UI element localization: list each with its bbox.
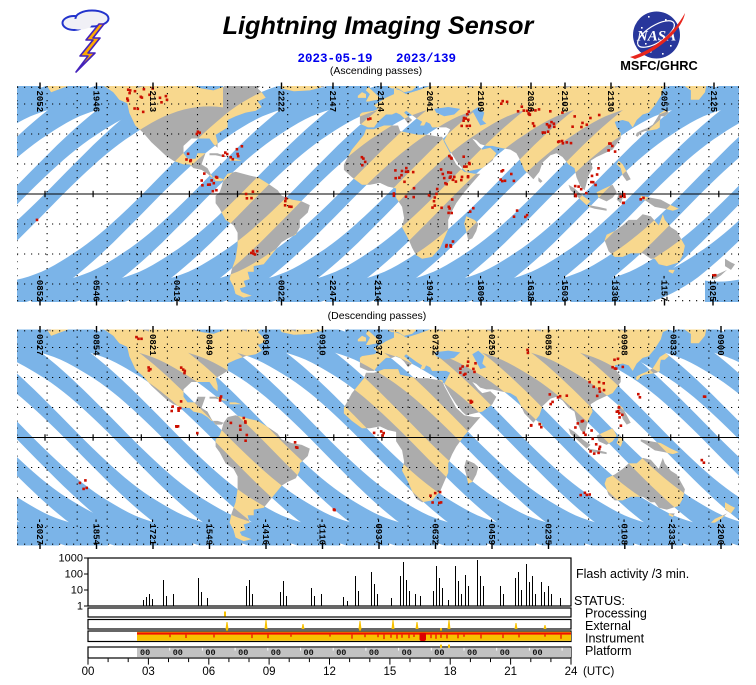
svg-text:12: 12 <box>323 666 336 678</box>
svg-text:2023/139: 2023/139 <box>396 52 456 66</box>
svg-text:00: 00 <box>500 648 510 658</box>
svg-text:0833: 0833 <box>668 334 678 356</box>
svg-text:0937: 0937 <box>373 334 383 356</box>
svg-text:-0413: -0413 <box>171 275 181 302</box>
svg-text:2057: 2057 <box>658 91 668 113</box>
svg-text:-1416: -1416 <box>260 518 270 545</box>
svg-text:-2027: -2027 <box>34 518 44 545</box>
svg-text:2052: 2052 <box>34 91 44 113</box>
svg-text:2036: 2036 <box>525 91 535 113</box>
svg-text:00: 00 <box>336 648 346 658</box>
svg-text:2109: 2109 <box>475 91 485 113</box>
svg-text:09: 09 <box>263 666 276 678</box>
svg-text:00: 00 <box>369 648 379 658</box>
svg-text:1946: 1946 <box>90 91 100 113</box>
svg-text:-1503: -1503 <box>559 275 569 302</box>
svg-text:-0546: -0546 <box>90 275 100 302</box>
svg-text:-1721: -1721 <box>147 518 157 546</box>
svg-text:00: 00 <box>271 648 281 658</box>
svg-text:00: 00 <box>173 648 183 658</box>
svg-text:24: 24 <box>565 666 578 678</box>
svg-text:-1157: -1157 <box>658 275 668 302</box>
svg-text:-1941: -1941 <box>424 275 434 303</box>
svg-text:-2114: -2114 <box>372 275 382 303</box>
svg-text:Lightning Imaging Sensor: Lightning Imaging Sensor <box>223 12 535 40</box>
svg-text:00: 00 <box>82 666 95 678</box>
svg-text:00: 00 <box>238 648 248 658</box>
svg-text:00: 00 <box>434 648 444 658</box>
svg-text:-0937: -0937 <box>373 518 383 545</box>
svg-text:(Ascending passes): (Ascending passes) <box>330 65 422 77</box>
svg-text:-2200: -2200 <box>715 518 725 545</box>
svg-text:2130: 2130 <box>605 91 615 113</box>
svg-text:0732: 0732 <box>429 334 439 356</box>
svg-text:External: External <box>585 619 631 633</box>
svg-text:STATUS:: STATUS: <box>574 594 625 608</box>
svg-text:00: 00 <box>467 648 477 658</box>
svg-text:2113: 2113 <box>147 91 157 113</box>
svg-text:(UTC): (UTC) <box>583 666 614 678</box>
svg-text:2222: 2222 <box>275 91 285 113</box>
svg-text:MSFC/GHRC: MSFC/GHRC <box>620 58 698 73</box>
svg-text:06: 06 <box>202 666 215 678</box>
svg-text:0927: 0927 <box>34 334 44 356</box>
svg-text:2147: 2147 <box>327 91 337 113</box>
svg-text:0908: 0908 <box>619 334 629 356</box>
svg-text:0849: 0849 <box>203 334 213 356</box>
svg-text:-0235: -0235 <box>542 518 552 545</box>
svg-text:00: 00 <box>140 648 150 658</box>
svg-text:-0632: -0632 <box>429 518 439 545</box>
svg-text:0821: 0821 <box>147 334 157 356</box>
svg-text:Flash activity /3 min.: Flash activity /3 min. <box>576 567 689 581</box>
svg-text:-2333: -2333 <box>666 518 676 545</box>
svg-text:-0459: -0459 <box>486 518 496 545</box>
svg-text:00: 00 <box>402 648 412 658</box>
svg-text:-2247: -2247 <box>327 275 337 302</box>
svg-text:2125: 2125 <box>708 91 718 113</box>
svg-text:1: 1 <box>77 601 83 613</box>
svg-text:-1025: -1025 <box>707 275 717 302</box>
svg-text:15: 15 <box>384 666 397 678</box>
svg-text:00: 00 <box>304 648 314 658</box>
svg-text:2114: 2114 <box>375 91 385 113</box>
svg-text:2023-05-19: 2023-05-19 <box>297 52 372 66</box>
svg-text:21: 21 <box>504 666 517 678</box>
svg-text:2041: 2041 <box>424 91 434 113</box>
svg-text:-0108: -0108 <box>619 518 629 545</box>
svg-text:2103: 2103 <box>559 91 569 113</box>
svg-text:00: 00 <box>532 648 542 658</box>
svg-text:03: 03 <box>142 666 155 678</box>
svg-text:Platform: Platform <box>585 644 632 658</box>
svg-text:0854: 0854 <box>90 334 100 356</box>
svg-text:Instrument: Instrument <box>585 632 645 646</box>
svg-text:Processing: Processing <box>585 607 647 621</box>
svg-text:00: 00 <box>205 648 215 658</box>
svg-text:-1330: -1330 <box>609 275 619 302</box>
svg-text:-1854: -1854 <box>90 518 100 546</box>
svg-text:0259: 0259 <box>486 334 496 356</box>
svg-text:0859: 0859 <box>542 334 552 356</box>
svg-text:-1809: -1809 <box>475 275 485 302</box>
svg-text:10: 10 <box>71 585 83 597</box>
svg-text:-1549: -1549 <box>203 518 213 545</box>
svg-text:-1110: -1110 <box>316 518 326 545</box>
svg-text:0916: 0916 <box>260 334 270 356</box>
svg-text:-0022: -0022 <box>275 275 285 302</box>
svg-text:100: 100 <box>65 569 83 581</box>
svg-text:0910: 0910 <box>316 334 326 356</box>
svg-text:18: 18 <box>444 666 457 678</box>
svg-text:1000: 1000 <box>59 553 83 565</box>
svg-text:0900: 0900 <box>715 334 725 356</box>
svg-text:-1638: -1638 <box>525 275 535 302</box>
svg-text:(Descending passes): (Descending passes) <box>328 310 427 322</box>
svg-text:-0852: -0852 <box>34 275 44 302</box>
